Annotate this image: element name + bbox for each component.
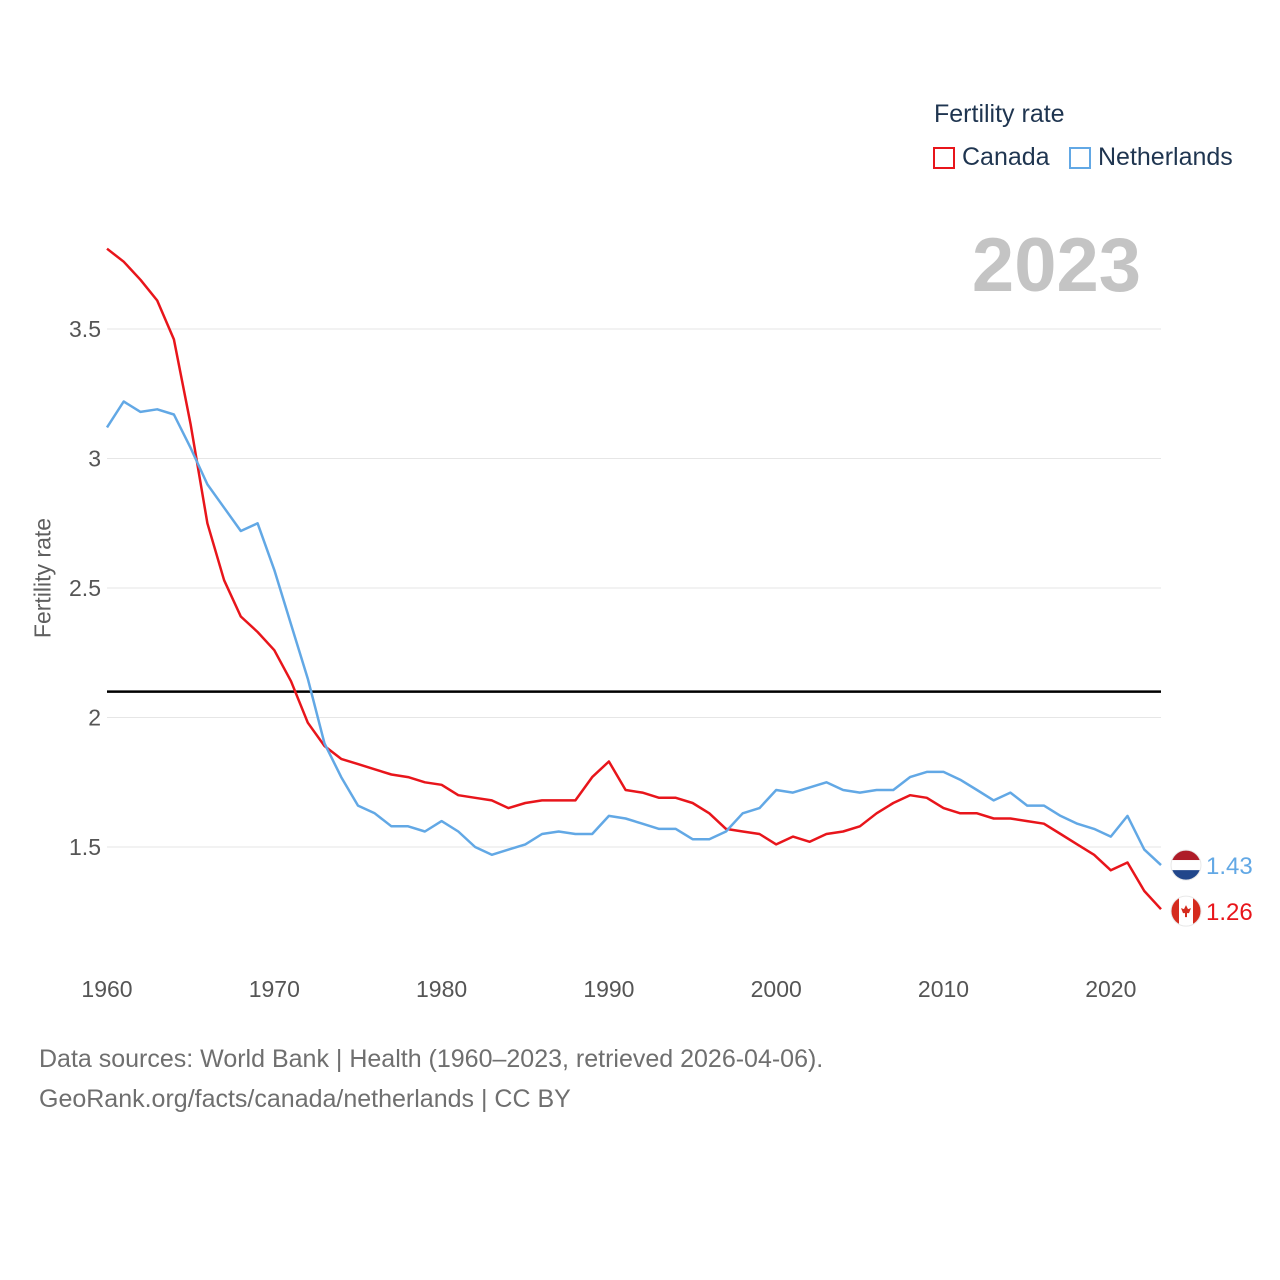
footer-sources: Data sources: World Bank | Health (1960–…	[39, 1045, 824, 1073]
series-line-canada	[106, 247, 1162, 911]
footer-link[interactable]: GeoRank.org/facts/canada/netherlands | C…	[39, 1085, 571, 1113]
series-layer	[105, 247, 1162, 911]
y-tick-labels: 1.5 2 2.5 3 3.5	[69, 316, 101, 860]
x-tick-labels: 1960 1970 1980 1990 2000 2010 2020	[81, 976, 1136, 1002]
legend-item-netherlands[interactable]: Netherlands	[1069, 143, 1233, 172]
y-tick-label: 1.5	[69, 834, 101, 860]
legend-swatch-canada	[933, 146, 955, 169]
y-tick-label: 3.5	[69, 316, 101, 342]
y-tick-label: 3	[88, 446, 101, 472]
legend-label-netherlands: Netherlands	[1098, 143, 1233, 171]
end-markers: 1.26 1.43	[1170, 849, 1253, 927]
legend-title: Fertility rate	[934, 100, 1065, 128]
x-tick-label: 1990	[583, 976, 634, 1002]
x-tick-label: 2010	[918, 976, 969, 1002]
x-tick-label: 1980	[416, 976, 467, 1002]
y-tick-label: 2.5	[69, 575, 101, 601]
x-tick-label: 2000	[751, 976, 802, 1002]
current-year-label: 2023	[971, 223, 1141, 308]
flag-canada-icon	[1170, 895, 1202, 927]
series-line-netherlands	[105, 400, 1162, 867]
x-tick-label: 1970	[249, 976, 300, 1002]
legend-item-canada[interactable]: Canada	[933, 143, 1050, 172]
grid-lines	[107, 328, 1161, 848]
x-tick-label: 1960	[81, 976, 132, 1002]
y-tick-label: 2	[88, 705, 101, 731]
x-tick-label: 2020	[1085, 976, 1136, 1002]
legend-label-canada: Canada	[962, 143, 1050, 171]
flag-netherlands-icon	[1170, 849, 1202, 881]
legend-swatch-netherlands	[1069, 146, 1091, 169]
end-value-canada: 1.26	[1206, 899, 1253, 926]
end-value-netherlands: 1.43	[1206, 853, 1253, 880]
